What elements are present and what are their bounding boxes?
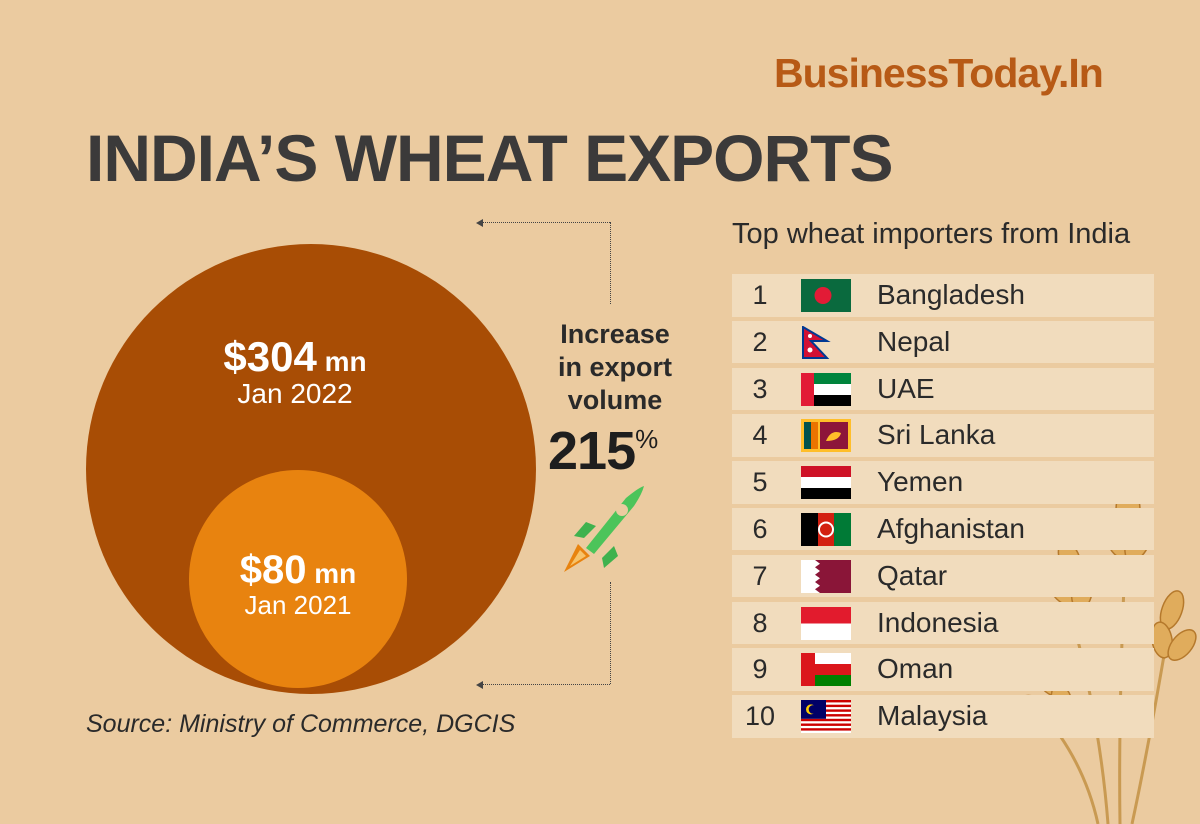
arrow-top-head: [476, 219, 483, 227]
oman-flag-icon: [801, 653, 851, 687]
table-row: 8 Indonesia: [732, 601, 1154, 645]
bangladesh-flag-icon: [801, 279, 851, 312]
arrow-top-line: [482, 222, 610, 223]
brand-logo: BusinessToday.In: [774, 50, 1104, 96]
country-name: UAE: [877, 372, 935, 404]
rank-number: 7: [752, 560, 768, 591]
rank-number: 5: [752, 467, 768, 498]
table-row: 2 Nepal: [732, 320, 1154, 364]
rank-number: 10: [744, 701, 776, 732]
bubble-jan-2022-unit: mn: [316, 346, 367, 377]
qatar-flag-icon: [801, 559, 851, 593]
country-name: Oman: [877, 653, 954, 685]
increase-label-line-2: in export: [557, 352, 672, 382]
bubble-jan-2021-date: Jan 2021: [244, 590, 352, 620]
increase-value: 215: [548, 421, 636, 481]
table-row: 6 Afghanistan: [732, 507, 1154, 551]
rank-number: 3: [752, 373, 768, 404]
yemen-flag-icon: [801, 466, 851, 500]
bubble-jan-2021-amount: $80 mn: [190, 548, 406, 593]
afghanistan-flag-icon: [801, 512, 851, 546]
bubble-jan-2022-date: Jan 2022: [237, 378, 353, 409]
country-name: Qatar: [877, 559, 948, 591]
indonesia-flag-icon: [801, 606, 851, 640]
rank-number: 6: [752, 513, 768, 544]
country-name: Nepal: [877, 325, 951, 357]
bubble-jan-2022-amount: $304 mn: [180, 333, 410, 381]
country-name: Yemen: [877, 466, 964, 498]
table-row: 1 Bangladesh: [732, 274, 1154, 317]
bubble-jan-2022-value: $304: [223, 333, 317, 380]
country-name: Indonesia: [877, 606, 999, 638]
country-name: Malaysia: [877, 700, 988, 732]
source-note: Source: Ministry of Commerce, DGCIS: [86, 710, 516, 738]
percent-sign: %: [635, 424, 658, 454]
table-row: 10 Malaysia: [732, 695, 1154, 738]
arrow-bottom-vertical: [610, 582, 611, 684]
rank-number: 2: [752, 326, 768, 357]
sri-lanka-flag-icon: [801, 419, 851, 453]
page-title: INDIA’S WHEAT EXPORTS: [86, 121, 894, 195]
table-row: 3 UAE: [732, 367, 1154, 411]
increase-percentage: 215%: [548, 420, 698, 482]
table-title: Top wheat importers from India: [732, 218, 1131, 250]
country-name: Sri Lanka: [877, 419, 996, 451]
arrow-top-vertical: [610, 222, 611, 304]
rocket-icon: [564, 486, 644, 572]
country-name: Bangladesh: [877, 279, 1025, 310]
table-row: 9 Oman: [732, 648, 1154, 691]
country-name: Afghanistan: [877, 512, 1025, 544]
increase-label-line-1: Increase: [560, 319, 670, 349]
bubble-jan-2021-value: $80: [239, 548, 307, 592]
increase-label-line-3: volume: [567, 385, 663, 415]
malaysia-flag-icon: [801, 700, 851, 734]
bubble-jan-2021-unit: mn: [306, 558, 357, 589]
table-row: 7 Qatar: [732, 554, 1154, 598]
rank-number: 9: [752, 654, 768, 685]
rank-number: 1: [752, 280, 768, 310]
bubble-jan-2021: [189, 470, 407, 688]
arrow-bottom-head: [476, 681, 483, 689]
rank-number: 8: [752, 607, 768, 638]
increase-label: Increase in export volume: [540, 318, 690, 417]
rank-number: 4: [752, 420, 768, 451]
arrow-bottom-line: [482, 684, 610, 685]
table-row: 5 Yemen: [732, 461, 1154, 504]
nepal-flag-icon: [801, 325, 851, 359]
importers-table: 1 Bangladesh 2 Nepal 3 UAE 4 Sri Lanka 5…: [732, 274, 1154, 742]
table-row: 4 Sri Lanka: [732, 414, 1154, 457]
uae-flag-icon: [801, 372, 851, 406]
